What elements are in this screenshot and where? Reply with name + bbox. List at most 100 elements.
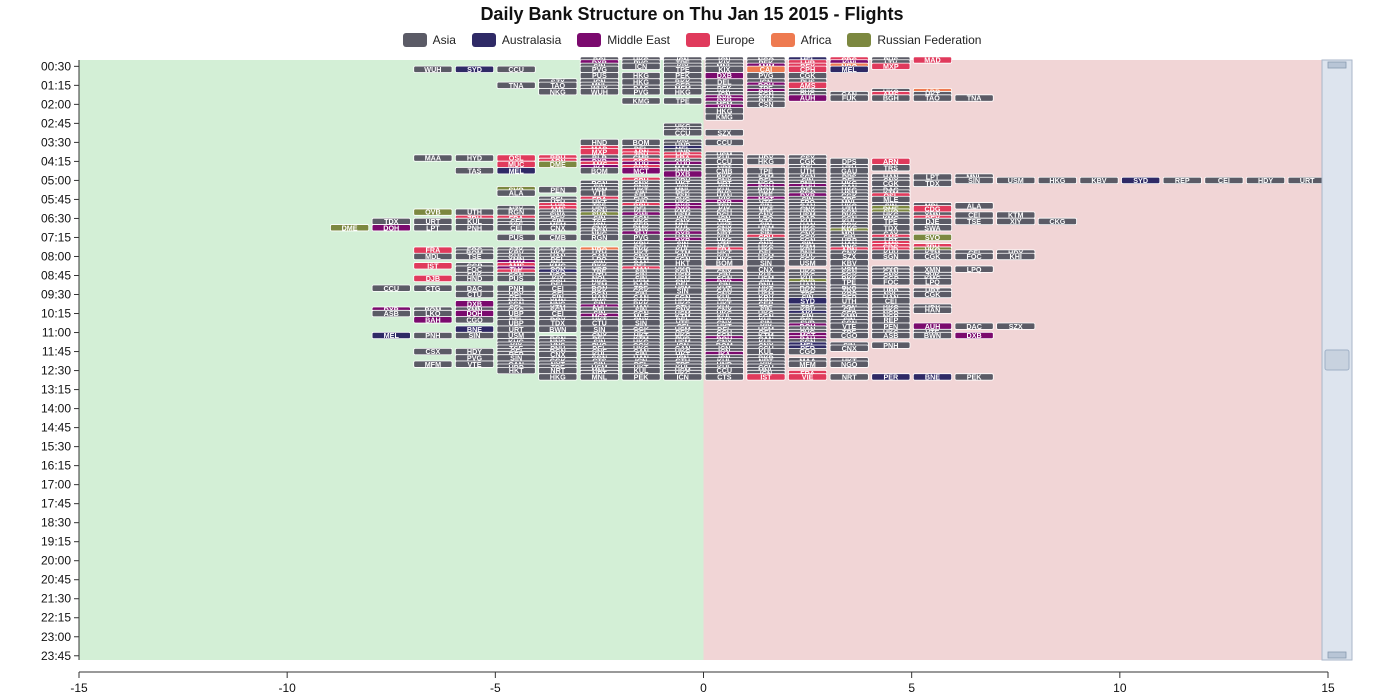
- flight-marker-label: DME: [342, 223, 358, 232]
- flight-marker: TNA: [496, 81, 536, 90]
- flight-marker-label: ALA: [967, 201, 982, 210]
- flight-marker-label: LPT: [926, 173, 940, 182]
- flight-marker: CKG: [1037, 217, 1077, 226]
- flight-marker-bar: [1162, 176, 1202, 185]
- flight-marker-bar: [496, 65, 536, 73]
- flight-marker-label: PUS: [592, 71, 607, 80]
- flight-marker: CGO: [454, 315, 495, 324]
- flight-marker: SIN: [454, 331, 495, 340]
- flight-marker: CEI: [496, 223, 536, 232]
- y-tick-label: 16:15: [41, 459, 71, 473]
- flight-marker: PEK: [621, 373, 661, 382]
- legend-item-russian-federation[interactable]: Russian Federation: [847, 33, 981, 47]
- flight-marker-label: OVB: [425, 208, 441, 217]
- flight-marker-label: HND: [467, 274, 483, 283]
- zoom-scrollbar-top-grip[interactable]: [1327, 61, 1347, 69]
- flight-marker: SIN: [954, 176, 994, 185]
- flight-marker: PVG: [621, 87, 661, 96]
- flight-marker-label: TAS: [468, 166, 482, 175]
- flight-marker-label: LPQ: [967, 265, 982, 274]
- flight-marker-label: MFM: [799, 360, 815, 369]
- flight-marker: ALA: [954, 201, 994, 210]
- flight-marker: CSX: [413, 347, 453, 356]
- flight-marker-label: IST: [760, 373, 772, 382]
- flight-marker-label: WUH: [591, 87, 608, 96]
- flight-marker: HDY: [1245, 176, 1286, 185]
- flight-marker-label: MCT: [633, 166, 649, 175]
- flight-marker: HKG: [538, 373, 578, 382]
- flight-marker-label: HKT: [509, 366, 524, 375]
- flight-marker: DME: [330, 223, 370, 232]
- y-tick-label: 17:00: [41, 478, 71, 492]
- flight-marker: SZX: [996, 322, 1036, 331]
- flight-marker-label: HKG: [1049, 176, 1065, 185]
- legend-swatch: [577, 33, 602, 47]
- flight-marker-label: IST: [427, 261, 439, 270]
- flight-marker: OSL: [496, 154, 536, 163]
- legend-label: Africa: [800, 33, 832, 47]
- y-tick-label: 00:30: [41, 59, 71, 73]
- flight-marker-bar: [871, 164, 911, 172]
- flight-marker-bar: [912, 56, 953, 64]
- flight-marker-label: PER: [883, 373, 899, 382]
- flight-markers: BGIHKGICNICNNGOMELCDGPUSMADDXBPVGTPEKIXP…: [330, 56, 1327, 382]
- flight-marker: ICN: [663, 373, 703, 382]
- flight-marker-bar: [663, 88, 703, 96]
- flight-marker-label: HKG: [716, 106, 732, 115]
- flight-marker-label: MFM: [425, 360, 441, 369]
- flight-marker: TDX: [912, 179, 953, 188]
- flight-marker: PNH: [871, 341, 911, 350]
- flight-marker-bar: [996, 176, 1036, 185]
- flight-marker-bar: [663, 129, 703, 137]
- flight-marker-label: DJB: [426, 274, 440, 283]
- flight-marker: WUH: [579, 87, 619, 96]
- legend-item-asia[interactable]: Asia: [402, 33, 456, 47]
- flight-marker: FUK: [829, 94, 869, 103]
- flight-marker-label: RGN: [508, 208, 524, 217]
- flight-marker-label: URT: [1300, 176, 1315, 185]
- flight-marker: TSE: [954, 217, 994, 226]
- flight-marker: CSN: [746, 100, 786, 109]
- flight-marker-label: PNH: [883, 341, 898, 350]
- flight-marker: HND: [579, 138, 619, 147]
- flight-marker-label: SYD: [1133, 176, 1148, 185]
- y-tick-label: 08:00: [41, 249, 71, 263]
- y-tick-label: 14:00: [41, 402, 71, 416]
- flight-marker-label: TRS: [884, 163, 899, 172]
- flight-marker-label: VTE: [592, 189, 606, 198]
- flight-marker-bar: [1245, 176, 1286, 185]
- flight-marker: NRT: [829, 373, 869, 382]
- flight-marker: BAH: [413, 315, 453, 324]
- flight-marker-label: BOM: [591, 166, 608, 175]
- zoom-scrollbar-bottom-grip[interactable]: [1327, 651, 1347, 659]
- flight-marker-label: PNH: [467, 223, 482, 232]
- y-tick-label: 01:15: [41, 78, 71, 92]
- flight-marker-label: SZX: [717, 128, 731, 137]
- flight-marker: IST: [746, 373, 786, 382]
- flight-marker: XIY: [996, 217, 1036, 226]
- legend-item-africa[interactable]: Africa: [770, 33, 832, 47]
- flight-marker: HYD: [454, 154, 495, 163]
- flight-marker-bar: [788, 94, 828, 102]
- zoom-scrollbar-handle[interactable]: [1324, 349, 1350, 371]
- y-tick-label: 07:15: [41, 230, 71, 244]
- flight-marker-bar: [663, 97, 703, 105]
- flight-marker-label: KHI: [1010, 252, 1022, 261]
- flight-marker-bar: [579, 88, 619, 96]
- flight-marker-label: HDY: [1258, 176, 1273, 185]
- flight-marker-label: SIN: [469, 331, 481, 340]
- legend-item-middle-east[interactable]: Middle East: [577, 33, 670, 47]
- flight-marker-bar: [1037, 176, 1077, 185]
- flight-marker-label: CGK: [800, 157, 817, 166]
- legend-item-australasia[interactable]: Australasia: [471, 33, 561, 47]
- legend-item-europe[interactable]: Europe: [685, 33, 755, 47]
- flight-marker: CGK: [912, 252, 953, 261]
- flight-marker: SYD: [454, 65, 495, 74]
- flight-marker-bar: [829, 94, 869, 102]
- flight-marker: ICN: [621, 62, 661, 71]
- flight-marker-bar: [496, 81, 536, 89]
- flight-marker: CCU: [663, 128, 703, 137]
- flight-marker-label: HKG: [758, 157, 774, 166]
- flight-marker-label: TAO: [925, 94, 940, 103]
- y-tick-label: 09:30: [41, 288, 71, 302]
